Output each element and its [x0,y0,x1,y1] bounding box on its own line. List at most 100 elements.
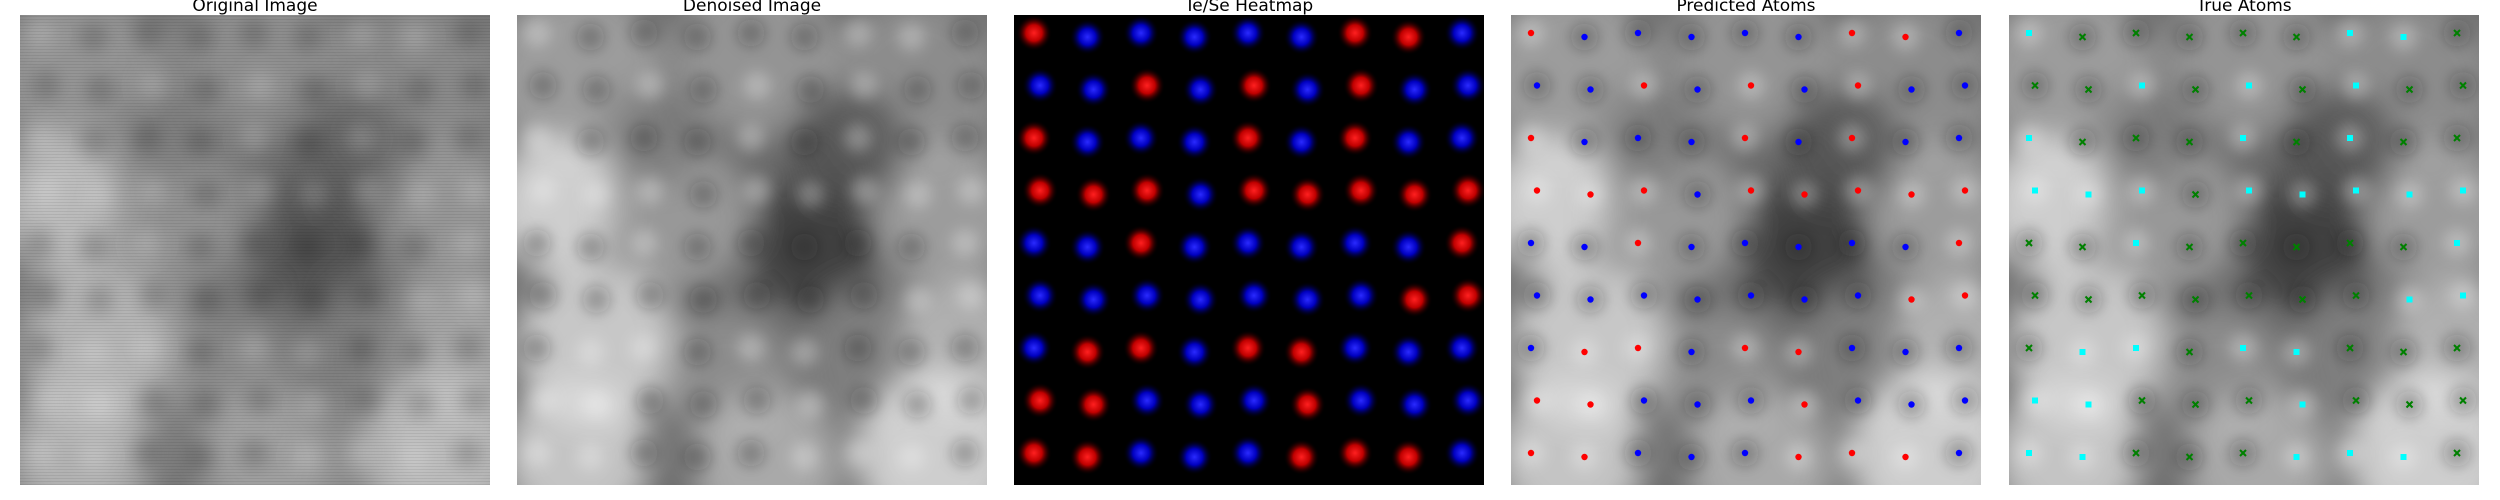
te-heat-spot [1075,176,1112,213]
predicted-te-atom [1527,134,1535,142]
predicted-te-atom [1961,292,1969,299]
predicted-se-atom [1688,348,1695,356]
predicted-te-atom [1587,191,1594,198]
predicted-se-atom [1955,449,1963,457]
te-heat-spot [1396,281,1433,318]
te-heat-spot [1069,334,1106,370]
predicted-te-atom [1961,187,1969,194]
true-te-atom [2139,187,2145,194]
predicted-atoms-panel [1511,15,1981,485]
predicted-se-atom [1688,453,1695,461]
true-se-atom [2459,396,2467,405]
true-se-atom [2025,239,2033,247]
true-se-atom [2459,81,2467,90]
predicted-se-atom [1640,397,1648,404]
predicted-se-atom [1694,191,1701,198]
predicted-se-atom [1741,29,1749,37]
true-te-atom [2353,82,2359,89]
te-heat-spot [1343,67,1379,104]
true-te-atom [2353,187,2359,194]
true-se-atom [2453,29,2461,37]
predicted-te-atom [1533,397,1541,404]
true-se-atom [2346,239,2354,247]
predicted-se-atom [1902,138,1909,146]
se-heat-spot [1176,19,1213,55]
se-heat-spot [1069,229,1106,265]
se-heat-spot [1236,277,1272,314]
te-heat-spot [1236,172,1272,209]
denoised-image [517,15,987,485]
true-te-atom [2240,345,2246,351]
true-te-atom [2240,135,2246,141]
se-heat-spot [1396,71,1433,108]
true-se-atom [2132,134,2140,142]
true-te-atom [2085,191,2092,198]
predicted-se-atom [1527,344,1535,352]
predicted-te-atom [1527,29,1535,37]
se-heat-spot [1123,435,1159,471]
predicted-se-atom [1688,138,1695,146]
te-heat-spot [1283,439,1320,475]
se-heat-spot [1444,330,1480,366]
predicted-atoms-image [1511,15,1981,485]
heatmap-panel [1014,15,1484,485]
te-heat-spot [1337,435,1373,471]
se-heat-spot [1123,15,1159,51]
te-heat-spot [1016,435,1052,471]
te-heat-spot [1129,172,1165,209]
predicted-te-atom [1908,296,1915,303]
se-heat-spot [1176,124,1213,160]
true-te-atom [2246,187,2252,194]
se-heat-spot [1069,19,1106,55]
true-te-atom [2026,30,2032,36]
true-se-atom [2031,291,2039,300]
predicted-se-atom [1848,344,1856,352]
te-heat-spot [1396,176,1433,213]
predicted-se-atom [1795,138,1802,146]
predicted-te-atom [1848,134,1856,142]
predicted-se-atom [1634,134,1642,142]
true-te-atom [2400,34,2407,40]
true-se-atom [2453,449,2461,457]
predicted-te-atom [1634,344,1642,352]
true-se-atom [2399,348,2408,356]
predicted-se-atom [1581,138,1588,146]
se-heat-spot [1230,15,1266,51]
true-se-atom [2405,400,2414,409]
predicted-te-atom [1902,453,1909,461]
true-se-atom [2352,396,2360,405]
se-heat-spot [1390,334,1427,370]
original-image [20,15,490,485]
true-te-atom [2085,401,2092,408]
true-te-atom [2460,292,2466,299]
predicted-se-atom [1902,243,1909,251]
predicted-te-atom [1747,187,1755,194]
true-te-atom [2139,82,2145,89]
true-se-atom [2084,295,2093,304]
predicted-se-atom [1795,33,1802,41]
predicted-se-atom [1854,292,1862,299]
se-heat-spot [1444,120,1480,156]
true-se-atom [2185,348,2194,356]
se-heat-spot [1444,435,1480,471]
true-te-atom [2347,135,2353,141]
true-se-atom [2138,291,2146,300]
true-te-atom [2299,191,2306,198]
true-se-atom [2191,295,2200,304]
predicted-se-atom [1955,344,1963,352]
panel-title-original: Original Image [192,0,318,16]
predicted-te-atom [1581,348,1588,356]
predicted-te-atom [1955,239,1963,247]
se-heat-spot [1182,386,1219,423]
se-heat-spot [1230,225,1266,261]
true-te-atom [2299,401,2306,408]
true-te-atom [2400,454,2407,460]
predicted-se-atom [1527,239,1535,247]
predicted-se-atom [1688,33,1695,41]
te-heat-spot [1123,225,1159,261]
te-se-heatmap [1014,15,1484,485]
true-se-atom [2132,449,2140,457]
se-heat-spot [1075,71,1112,108]
predicted-se-atom [1747,292,1755,299]
se-heat-spot [1129,382,1165,419]
